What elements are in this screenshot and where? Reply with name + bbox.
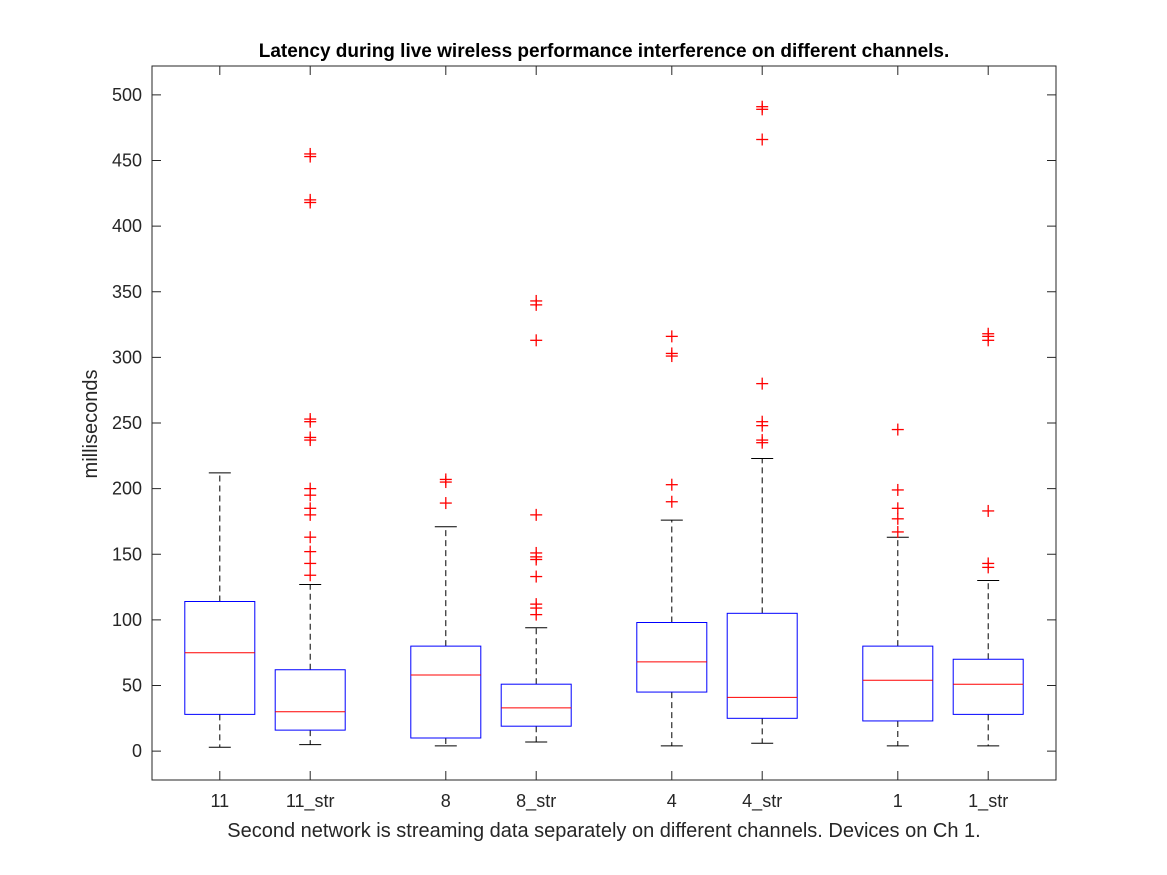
box-4 bbox=[636, 330, 708, 747]
box-11 bbox=[184, 472, 256, 748]
chart-title: Latency during live wireless performance… bbox=[259, 41, 950, 62]
y-tick-label: 450 bbox=[112, 151, 142, 171]
outlier-marker bbox=[304, 147, 317, 160]
outlier-marker bbox=[891, 483, 904, 496]
outlier-marker bbox=[891, 502, 904, 515]
y-tick-label: 150 bbox=[112, 544, 142, 564]
outlier-marker bbox=[304, 557, 317, 570]
outlier-marker bbox=[530, 598, 543, 611]
iqr-box bbox=[862, 645, 934, 722]
outlier-marker bbox=[756, 415, 769, 428]
iqr-box bbox=[952, 658, 1024, 715]
iqr-box bbox=[636, 622, 708, 693]
iqr-box bbox=[274, 669, 346, 731]
x-axis-label: Second network is streaming data separat… bbox=[227, 820, 980, 842]
y-tick-label: 500 bbox=[112, 85, 142, 105]
outlier-marker bbox=[304, 502, 317, 515]
outlier-marker bbox=[530, 546, 543, 559]
box-series bbox=[184, 100, 1024, 748]
outlier-marker bbox=[530, 508, 543, 521]
outlier-marker bbox=[304, 431, 317, 444]
outlier-marker bbox=[304, 545, 317, 558]
iqr-box bbox=[726, 612, 798, 719]
iqr-box bbox=[500, 683, 572, 727]
box-1_str bbox=[952, 327, 1024, 747]
outlier-marker bbox=[891, 423, 904, 436]
iqr-box bbox=[184, 601, 256, 715]
y-tick-label: 400 bbox=[112, 216, 142, 236]
outlier-marker bbox=[982, 557, 995, 570]
x-tick-label: 1_str bbox=[968, 791, 1008, 812]
y-tick-label: 350 bbox=[112, 282, 142, 302]
box-8_str bbox=[500, 294, 572, 743]
outlier-marker bbox=[304, 193, 317, 206]
outlier-marker bbox=[530, 294, 543, 307]
outlier-marker bbox=[304, 413, 317, 426]
y-tick-label: 300 bbox=[112, 347, 142, 367]
box-4_str bbox=[726, 100, 798, 744]
outlier-marker bbox=[982, 327, 995, 340]
x-axis: 11 11_str 8 8_str 4 4_str 1 1_str bbox=[210, 66, 1008, 812]
y-axis-label: milliseconds bbox=[80, 370, 102, 479]
outlier-marker bbox=[891, 512, 904, 525]
x-tick-label: 11_str bbox=[286, 791, 335, 812]
x-tick-label: 1 bbox=[893, 791, 903, 811]
box-8 bbox=[410, 473, 482, 747]
plot-area bbox=[151, 65, 1057, 781]
y-tick-label: 250 bbox=[112, 413, 142, 433]
outlier-marker bbox=[982, 504, 995, 517]
x-tick-label: 4 bbox=[667, 791, 677, 811]
outlier-marker bbox=[756, 377, 769, 390]
outlier-marker bbox=[304, 531, 317, 544]
outlier-marker bbox=[665, 495, 678, 508]
x-tick-label: 8_str bbox=[516, 791, 556, 812]
outlier-marker bbox=[665, 478, 678, 491]
outlier-marker bbox=[665, 347, 678, 360]
outlier-marker bbox=[304, 482, 317, 495]
iqr-box bbox=[410, 645, 482, 739]
outlier-marker bbox=[439, 497, 452, 510]
outlier-marker bbox=[530, 570, 543, 583]
y-tick-label: 50 bbox=[122, 676, 142, 696]
x-tick-label: 4_str bbox=[742, 791, 782, 812]
y-tick-label: 0 bbox=[132, 741, 142, 761]
y-axis: 0 50 100 150 200 250 300 350 400 450 500 bbox=[112, 85, 1056, 761]
outlier-marker bbox=[665, 330, 678, 343]
outlier-marker bbox=[891, 525, 904, 538]
outlier-marker bbox=[756, 100, 769, 113]
x-tick-label: 11 bbox=[210, 791, 229, 811]
box-1 bbox=[862, 423, 934, 747]
outlier-marker bbox=[439, 473, 452, 486]
outlier-marker bbox=[530, 334, 543, 347]
outlier-marker bbox=[304, 569, 317, 582]
x-tick-label: 8 bbox=[441, 791, 451, 811]
outlier-marker bbox=[756, 133, 769, 146]
y-tick-label: 100 bbox=[112, 610, 142, 630]
box-11_str bbox=[274, 147, 346, 746]
outlier-marker bbox=[756, 434, 769, 447]
y-tick-label: 200 bbox=[112, 479, 142, 499]
